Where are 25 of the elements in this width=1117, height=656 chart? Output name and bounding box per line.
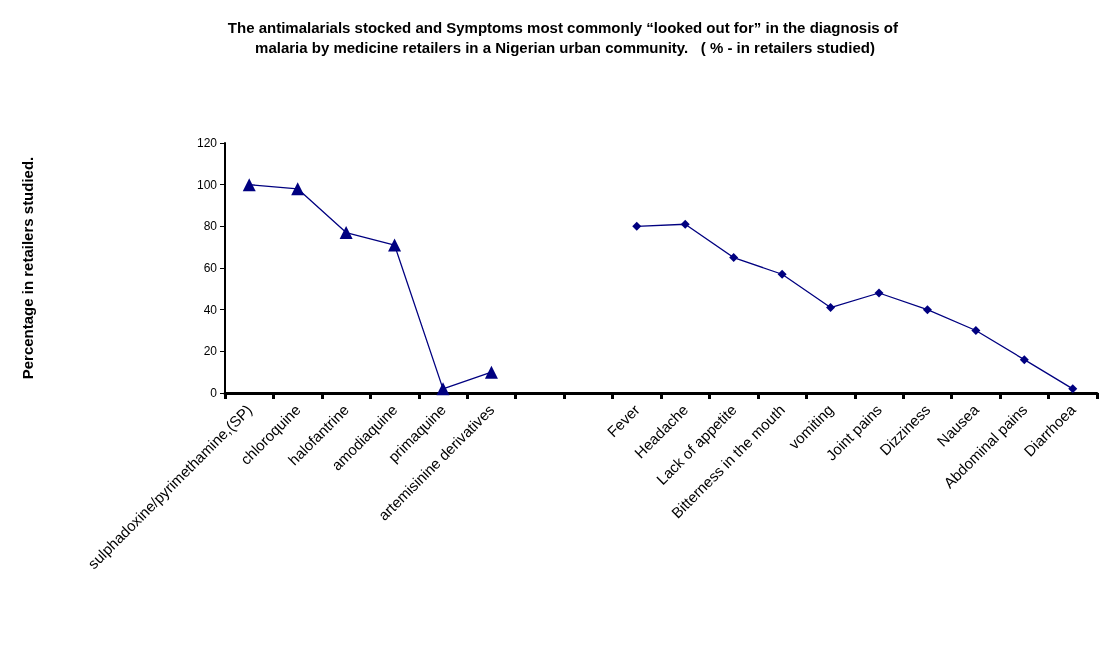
point — [339, 226, 353, 240]
y-tick-label: 0 — [210, 386, 218, 400]
point — [729, 253, 739, 263]
y-tick-label: 100 — [196, 177, 218, 192]
point — [388, 238, 402, 252]
y-tick-label: 20 — [203, 344, 218, 359]
point — [1068, 384, 1078, 394]
chart-title: The antimalarials stocked and Symptoms most commonly “looked out for” in the diagnosis of malaria by medicine retailers in a Nigerian urban community. ( % - in retailers studied) — [227, 18, 903, 56]
point — [632, 221, 642, 231]
y-tick-label: 40 — [203, 302, 218, 317]
point — [680, 219, 690, 229]
point — [436, 382, 450, 396]
y-tick-label: 60 — [203, 261, 218, 275]
y-tick-label: 120 — [196, 136, 218, 150]
point — [826, 303, 836, 313]
point — [1019, 355, 1029, 365]
point — [922, 305, 932, 315]
y-axis-title: Percentage in retailers studied. — [19, 156, 36, 380]
point — [242, 178, 256, 192]
point — [777, 269, 787, 279]
y-tick-label: 80 — [203, 219, 218, 234]
point — [874, 288, 884, 298]
point — [291, 182, 305, 196]
point — [484, 365, 498, 379]
point — [971, 326, 981, 335]
